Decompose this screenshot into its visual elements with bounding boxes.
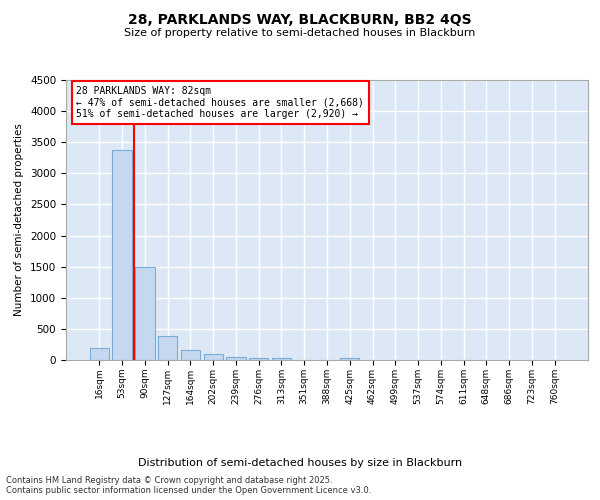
Text: Contains HM Land Registry data © Crown copyright and database right 2025.
Contai: Contains HM Land Registry data © Crown c… (6, 476, 371, 495)
Bar (203, 354, 223, 360)
Text: 28 PARKLANDS WAY: 82sqm
← 47% of semi-detached houses are smaller (2,668)
51% of: 28 PARKLANDS WAY: 82sqm ← 47% of semi-de… (76, 86, 364, 119)
Bar (226, 357, 245, 360)
Bar (249, 358, 268, 360)
Bar (158, 336, 178, 360)
Bar (90, 348, 109, 360)
Text: 28, PARKLANDS WAY, BLACKBURN, BB2 4QS: 28, PARKLANDS WAY, BLACKBURN, BB2 4QS (128, 12, 472, 26)
Text: Distribution of semi-detached houses by size in Blackburn: Distribution of semi-detached houses by … (138, 458, 462, 468)
Bar (272, 358, 291, 360)
Bar (112, 150, 132, 360)
Bar (135, 266, 155, 360)
Bar (181, 350, 200, 360)
Text: Size of property relative to semi-detached houses in Blackburn: Size of property relative to semi-detach… (124, 28, 476, 38)
Y-axis label: Number of semi-detached properties: Number of semi-detached properties (14, 124, 25, 316)
Bar (340, 358, 359, 360)
